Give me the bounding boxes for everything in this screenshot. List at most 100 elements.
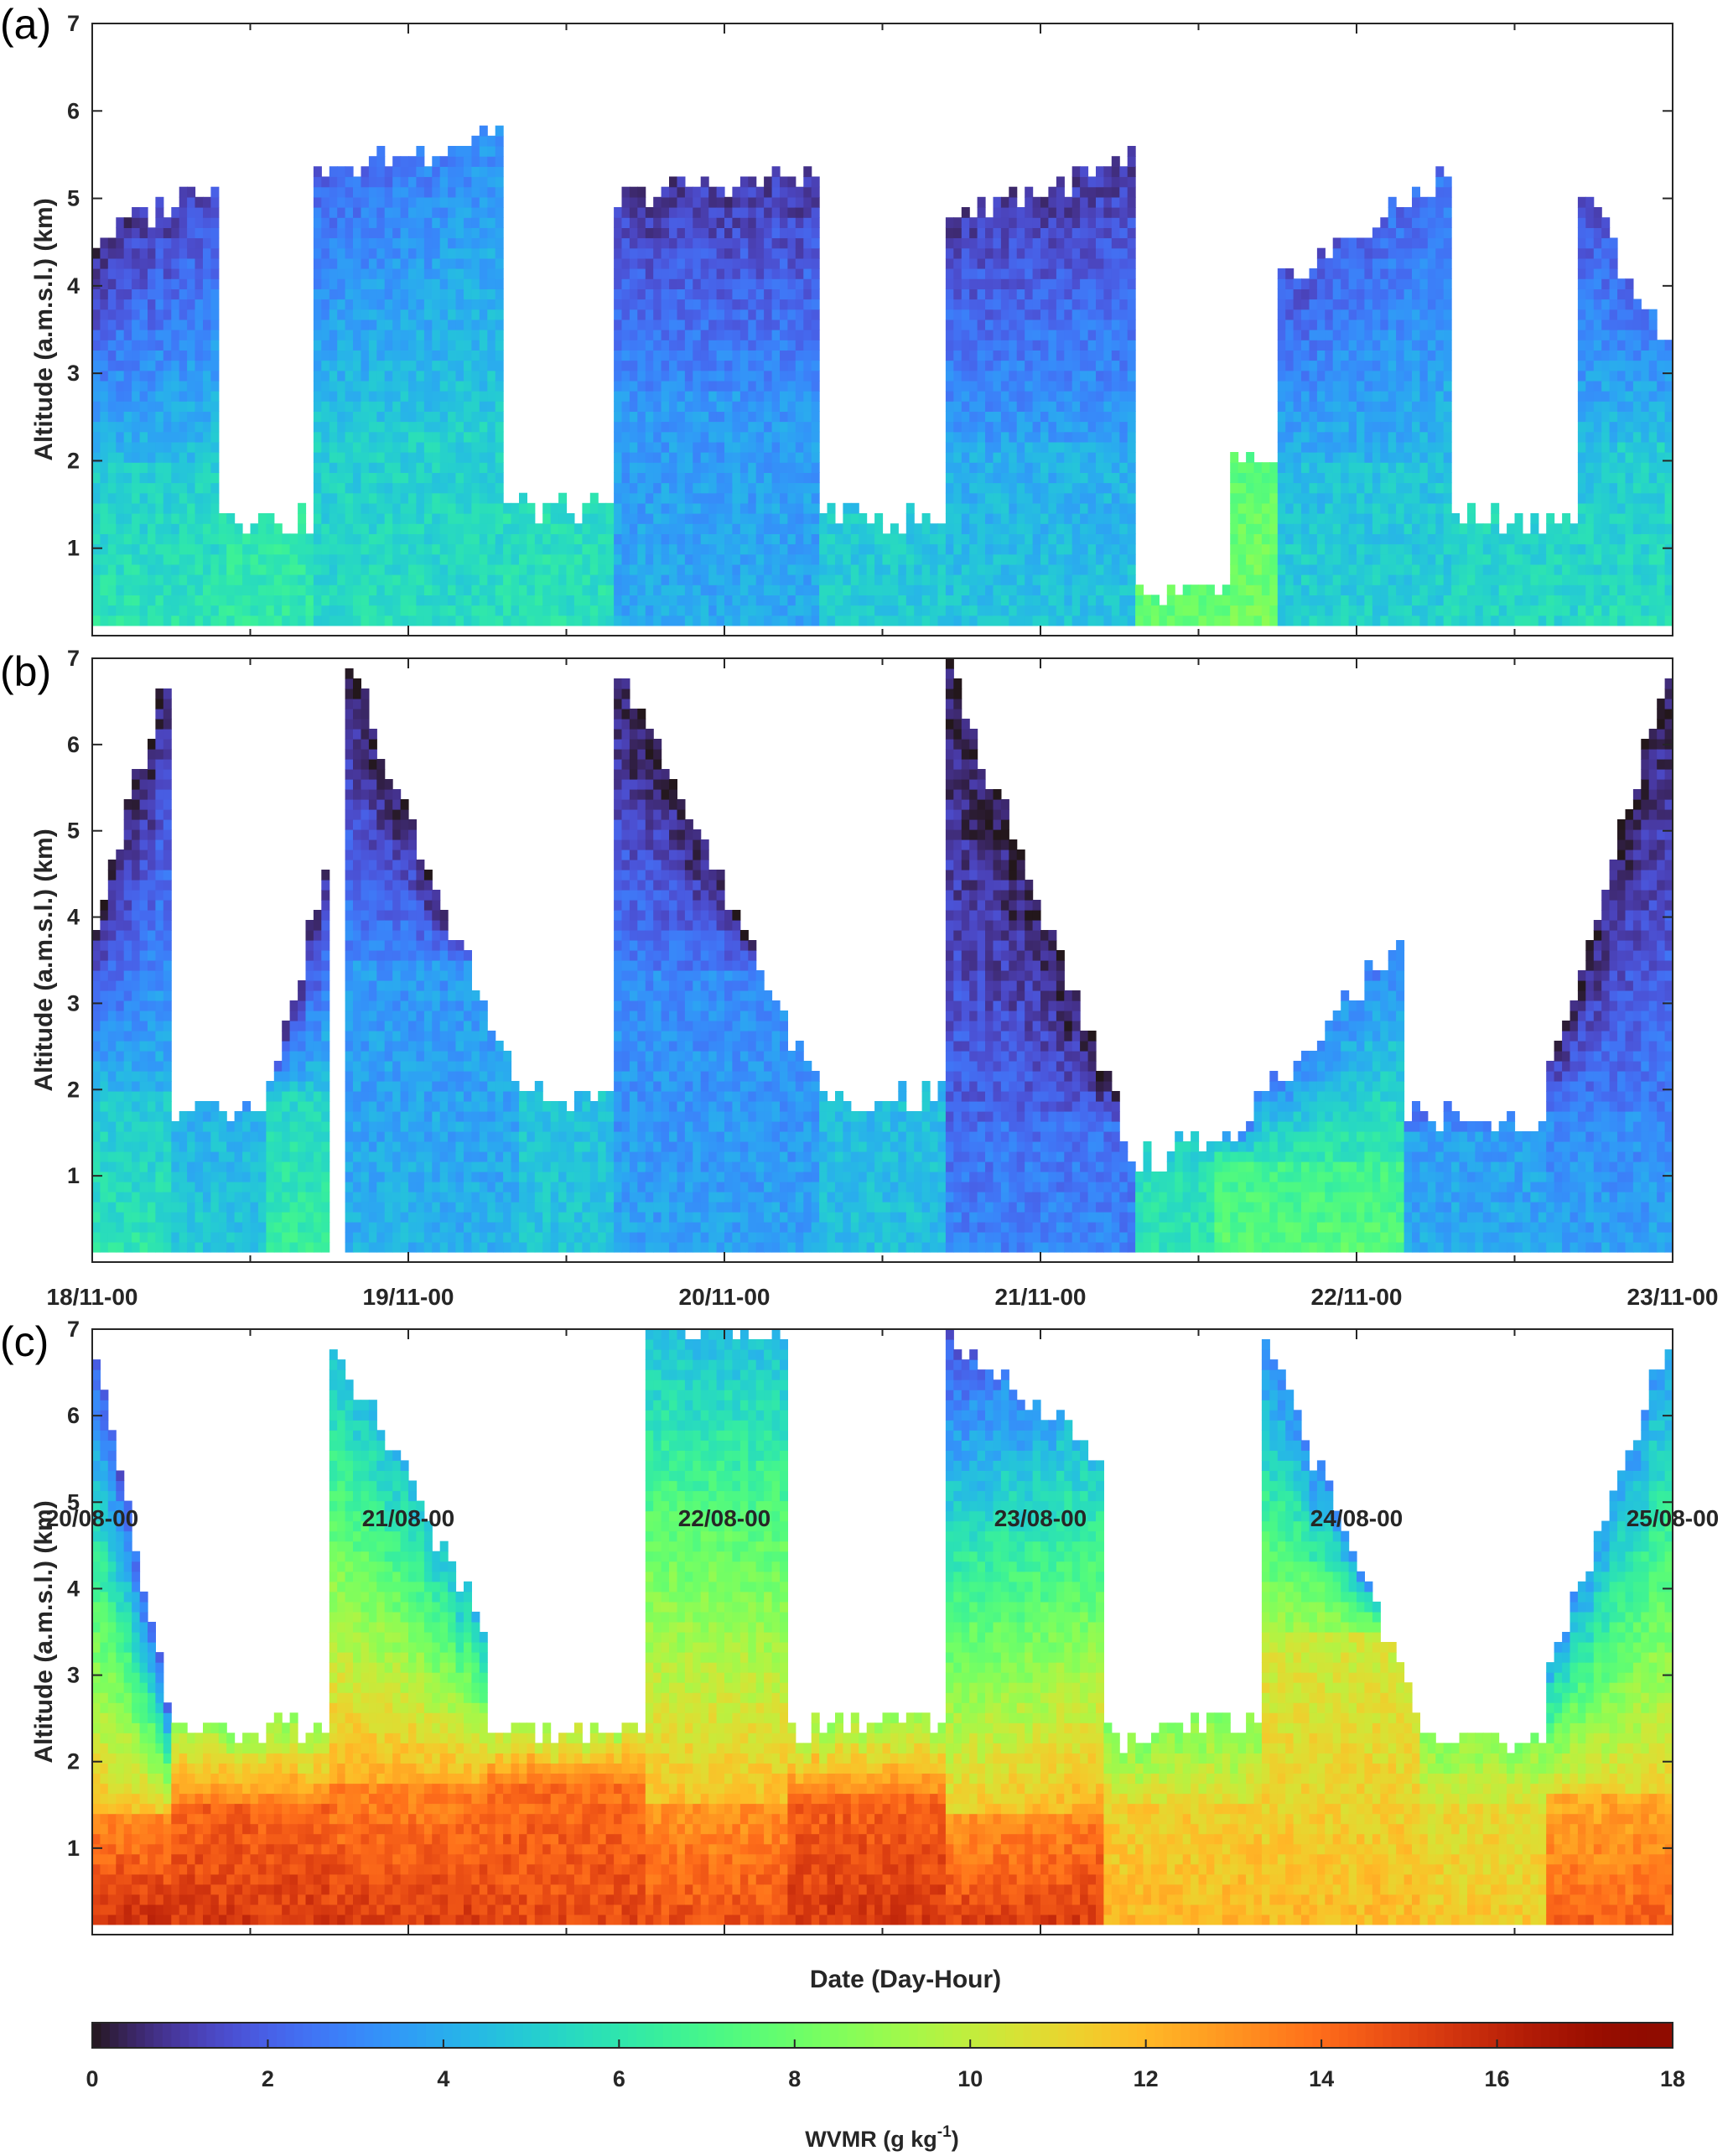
heatmap-cell: [448, 237, 457, 249]
heatmap-cell: [1040, 217, 1049, 228]
heatmap-cell: [621, 543, 630, 555]
heatmap-cell: [416, 615, 425, 626]
heatmap-cell: [669, 513, 677, 524]
heatmap-cell: [273, 584, 283, 595]
heatmap-cell: [661, 472, 670, 484]
heatmap-cell: [637, 360, 646, 371]
heatmap-cell: [171, 370, 180, 382]
heatmap-cell: [977, 452, 986, 463]
heatmap-cell: [684, 533, 693, 545]
heatmap-cell: [677, 411, 686, 423]
heatmap-cell: [155, 257, 164, 269]
heatmap-cell: [1009, 330, 1018, 340]
heatmap-cell: [1080, 278, 1089, 289]
heatmap-cell: [1040, 523, 1049, 534]
heatmap-cell: [107, 360, 117, 371]
heatmap-cell: [748, 543, 757, 555]
heatmap-cell: [353, 584, 361, 595]
heatmap-cell: [337, 247, 346, 259]
heatmap-cell: [123, 595, 132, 606]
heatmap-cell: [187, 452, 196, 463]
heatmap-cell: [653, 615, 662, 626]
heatmap-cell: [1048, 309, 1057, 320]
heatmap-cell: [898, 605, 907, 616]
heatmap-cell: [455, 574, 464, 585]
heatmap-cell: [748, 288, 757, 300]
heatmap-cell: [92, 391, 101, 402]
heatmap-cell: [693, 462, 702, 473]
heatmap-cell: [684, 330, 693, 340]
heatmap-cell: [1032, 288, 1041, 300]
heatmap-cell: [882, 533, 891, 545]
heatmap-cell: [573, 615, 583, 626]
heatmap-cell: [961, 605, 970, 616]
heatmap-cell: [487, 462, 496, 473]
heatmap-cell: [993, 227, 1002, 239]
heatmap-cell: [621, 391, 630, 402]
heatmap-cell: [416, 502, 425, 514]
heatmap-cell: [677, 605, 686, 616]
heatmap-cell: [392, 156, 402, 167]
heatmap-cell: [637, 441, 646, 453]
heatmap-cell: [1372, 380, 1381, 392]
heatmap-cell: [1237, 605, 1247, 616]
heatmap-cell: [1285, 268, 1295, 279]
heatmap-cell: [455, 350, 464, 361]
heatmap-cell: [1119, 370, 1129, 382]
heatmap-cell: [542, 513, 552, 524]
heatmap-cell: [163, 553, 172, 565]
heatmap-cell: [1016, 330, 1025, 340]
heatmap-cell: [92, 411, 101, 423]
heatmap-cell: [866, 584, 875, 595]
heatmap-cell: [764, 227, 773, 239]
heatmap-cell: [755, 227, 765, 239]
heatmap-cell: [439, 299, 449, 310]
heatmap-cell: [210, 186, 220, 198]
heatmap-cell: [479, 380, 488, 392]
heatmap-cell: [953, 309, 962, 320]
heatmap-cell: [1253, 595, 1263, 606]
heatmap-cell: [1332, 492, 1341, 504]
heatmap-cell: [1096, 370, 1104, 382]
heatmap-cell: [487, 523, 496, 534]
heatmap-cell: [100, 278, 109, 289]
heatmap-cell: [993, 350, 1002, 361]
heatmap-cell: [977, 217, 986, 228]
heatmap-cell: [953, 502, 962, 514]
heatmap-cell: [874, 553, 884, 565]
heatmap-cell: [716, 288, 725, 300]
heatmap-cell: [1103, 543, 1113, 555]
heatmap-cell: [732, 492, 741, 504]
heatmap-cell: [1341, 421, 1350, 433]
heatmap-cell: [677, 217, 686, 228]
heatmap-cell: [645, 584, 654, 595]
heatmap-cell: [179, 502, 188, 514]
heatmap-cell: [693, 543, 702, 555]
heatmap-cell: [187, 217, 196, 228]
heatmap-cell: [423, 350, 433, 361]
heatmap-cell: [242, 543, 252, 555]
heatmap-cell: [693, 247, 702, 259]
heatmap-cell: [1103, 452, 1113, 463]
heatmap-cell: [495, 278, 504, 289]
heatmap-cell: [1166, 615, 1175, 626]
heatmap-cell: [598, 553, 607, 565]
heatmap-cell: [1246, 574, 1255, 585]
heatmap-cell: [163, 502, 172, 514]
heatmap-cell: [1056, 330, 1065, 340]
heatmap-cell: [1025, 350, 1034, 361]
heatmap-cell: [1348, 360, 1357, 371]
heatmap-cell: [1048, 431, 1057, 443]
heatmap-cell: [1341, 584, 1350, 595]
heatmap-cell: [1380, 584, 1389, 595]
heatmap-cell: [1341, 502, 1350, 514]
heatmap-cell: [1309, 330, 1318, 340]
heatmap-cell: [92, 268, 101, 279]
heatmap-cell: [1357, 380, 1365, 392]
heatmap-cell: [368, 431, 377, 443]
heatmap-cell: [1253, 492, 1263, 504]
heatmap-cell: [1071, 186, 1081, 198]
heatmap-cell: [819, 574, 828, 585]
heatmap-cell: [961, 574, 970, 585]
heatmap-cell: [107, 605, 117, 616]
